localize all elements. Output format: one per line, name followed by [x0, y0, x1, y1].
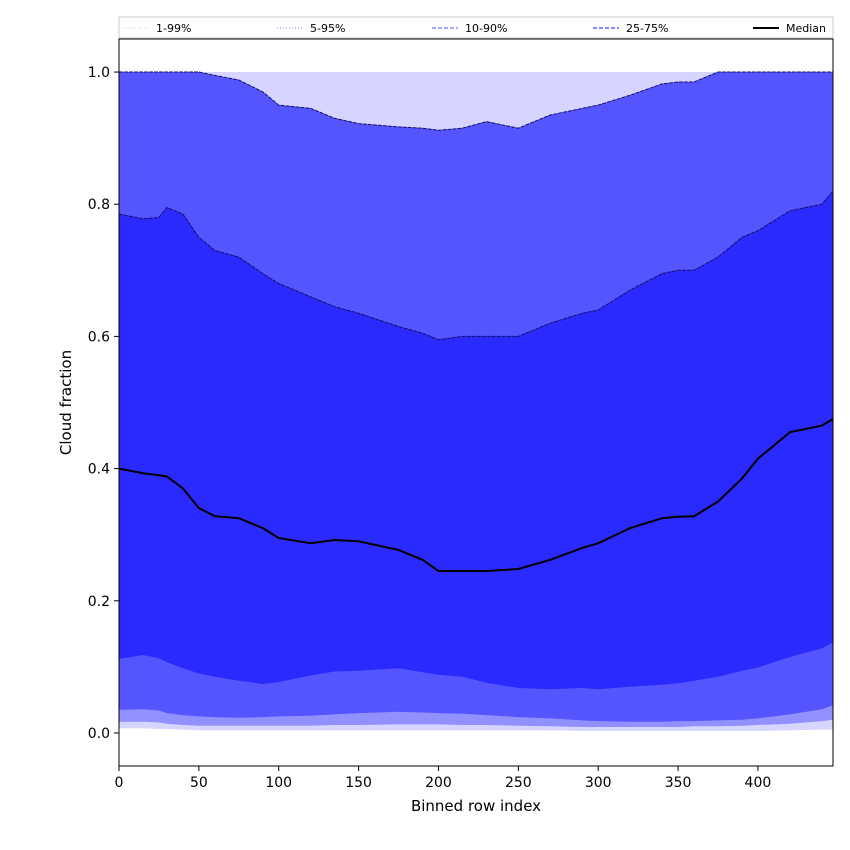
- y-axis-label: Cloud fraction: [57, 350, 75, 455]
- plot-areas: [119, 72, 833, 731]
- x-tick-label: 400: [745, 775, 772, 791]
- y-tick-label: 0.8: [88, 197, 110, 213]
- x-tick-label: 150: [345, 775, 372, 791]
- legend-label: 10-90%: [465, 22, 507, 35]
- band-25-75%: [119, 191, 833, 690]
- legend-label: Median: [786, 22, 826, 35]
- y-tick-label: 0.4: [88, 462, 110, 478]
- x-axis-label: Binned row index: [411, 797, 541, 815]
- x-tick-label: 300: [585, 775, 612, 791]
- plot-lines: [118, 71, 834, 572]
- x-tick-label: 200: [425, 775, 452, 791]
- median-line: [118, 418, 834, 572]
- legend-label: 1-99%: [156, 22, 191, 35]
- x-axis-ticks: 0 50 100 150 200 250 300 350 400: [115, 766, 772, 791]
- plot-frame: [118, 38, 834, 767]
- y-axis-ticks: 0.0 0.2 0.4 0.6 0.8 1.0: [88, 65, 119, 742]
- legend-box: [118, 16, 834, 39]
- x-tick-label: 100: [265, 775, 292, 791]
- y-tick-label: 1.0: [88, 65, 110, 81]
- band-edge-5-95%: [119, 71, 833, 131]
- y-tick-label: 0.2: [88, 594, 110, 610]
- y-tick-label: 0.6: [88, 329, 110, 345]
- band-edge-25-75%: [118, 190, 834, 341]
- legend-label: 5-95%: [310, 22, 345, 35]
- legend: 1-99% 5-95% 10-90% 25-75% Median: [118, 16, 834, 39]
- x-tick-label: 250: [505, 775, 532, 791]
- y-tick-label: 0.0: [88, 726, 110, 742]
- legend-label: 25-75%: [626, 22, 668, 35]
- x-tick-label: 350: [665, 775, 692, 791]
- x-tick-label: 50: [190, 775, 208, 791]
- x-tick-label: 0: [115, 775, 124, 791]
